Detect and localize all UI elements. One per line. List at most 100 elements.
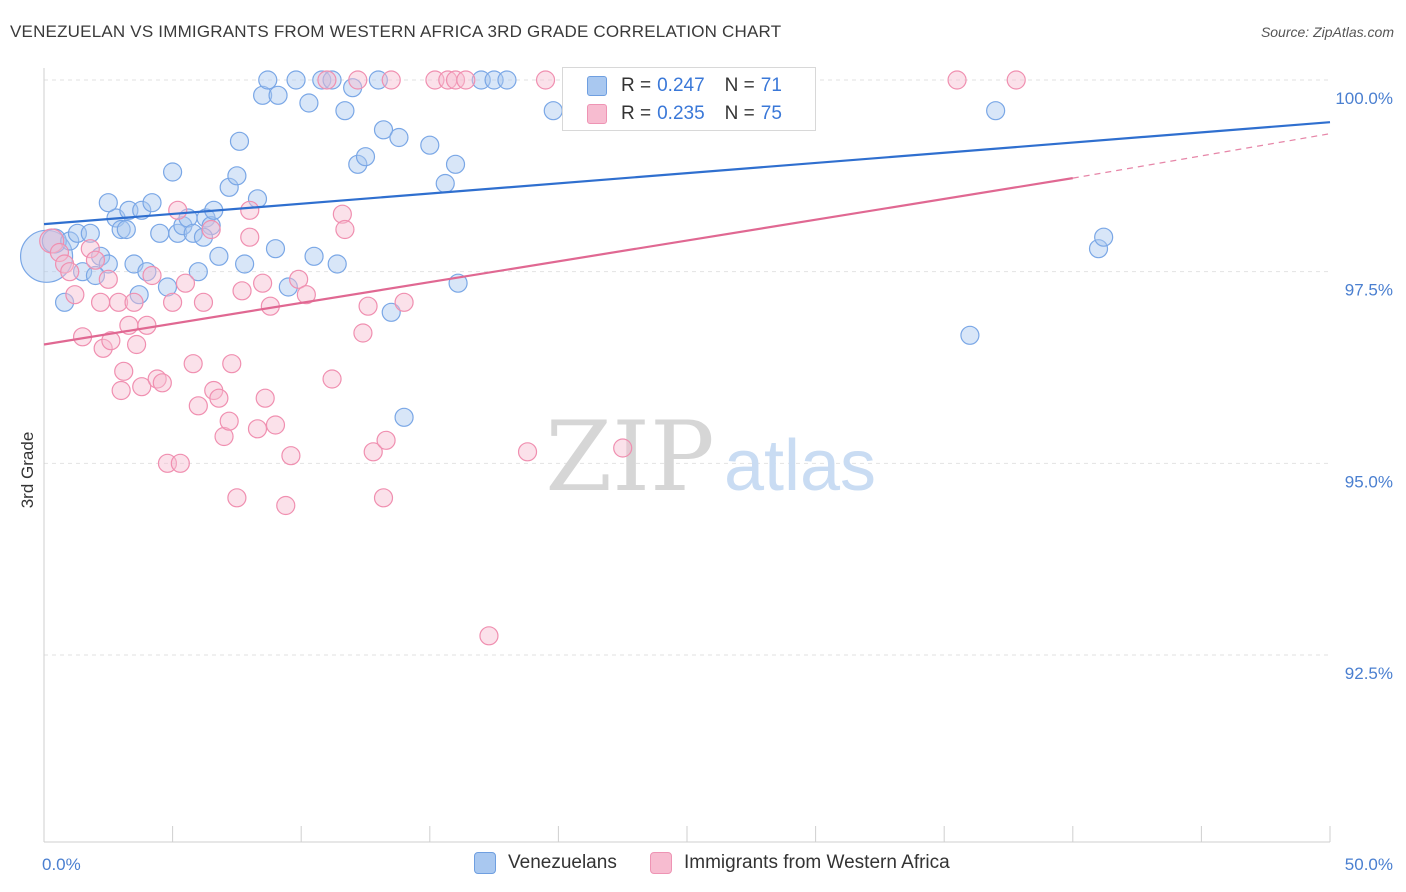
venezuelan-point — [327, 254, 347, 274]
venezuelan-point — [253, 85, 273, 105]
points-layer — [19, 70, 1114, 646]
legend-swatch-venezuelans — [587, 76, 607, 96]
venezuelan-point — [219, 177, 239, 197]
western-africa-point — [232, 281, 252, 301]
western-africa-point — [376, 430, 396, 450]
venezuelan-point — [268, 85, 288, 105]
western-africa-point — [108, 292, 129, 312]
venezuelan-point — [312, 70, 332, 90]
western-africa-point — [247, 419, 268, 439]
western-africa-point — [289, 269, 309, 289]
venezuelan-point — [227, 166, 247, 186]
western-africa-point — [265, 415, 286, 435]
western-africa-point — [175, 273, 196, 293]
bottom-legend-swatch-venezuelans — [474, 852, 496, 874]
venezuelan-point — [98, 193, 118, 213]
western-africa-point — [101, 331, 121, 351]
venezuelan-point — [157, 277, 178, 297]
western-africa-point — [479, 626, 499, 646]
venezuelan-point — [85, 265, 106, 286]
labels-layer: 100.0% 97.5% 95.0% 92.5% 0.0% 50.0% — [42, 89, 1393, 874]
legend-n-key: N = — [724, 103, 755, 124]
venezuelan-point — [394, 407, 414, 427]
western-africa-point — [142, 265, 162, 286]
venezuelan-point — [348, 154, 368, 174]
venezuelan-point — [90, 246, 111, 266]
western-africa-point — [253, 273, 273, 293]
venezuelan-point — [116, 219, 136, 240]
venezuelan-point — [299, 93, 319, 113]
western-africa-point — [348, 70, 368, 90]
western-africa-point — [170, 453, 190, 473]
venezuelan-point — [960, 325, 980, 345]
venezuelan-point — [278, 277, 298, 297]
western-africa-point — [111, 380, 131, 401]
venezuelan-point — [137, 262, 157, 282]
western-africa-point — [227, 488, 247, 508]
western-africa-point — [363, 442, 383, 462]
watermark-atlas: atlas — [724, 426, 876, 506]
y-tick-label: 92.5% — [1345, 664, 1393, 683]
venezuelan-point — [420, 135, 440, 155]
watermark: ZIP atlas — [545, 401, 876, 513]
western-africa-point — [219, 411, 239, 431]
venezuelan-point — [111, 219, 131, 240]
venezuelan-point — [389, 127, 409, 148]
western-africa-point — [373, 488, 394, 508]
western-africa-point — [93, 338, 113, 358]
western-africa-point — [358, 296, 378, 316]
western-africa-point — [65, 285, 85, 305]
legend-r-value: 0.247 — [657, 75, 705, 96]
bottom-legend-label-venezuelans: Venezuelans — [508, 852, 617, 873]
western-africa-point — [60, 262, 80, 282]
western-africa-point — [1006, 70, 1026, 90]
legend-row-western-africa: R = 0.235 N = 75 — [587, 102, 782, 126]
bottom-legend-venezuelans: Venezuelans — [474, 852, 617, 874]
venezuelan-point — [183, 223, 203, 243]
western-africa-point — [168, 200, 188, 220]
venezuelan-point — [209, 246, 229, 266]
legend-n-value: 75 — [760, 103, 782, 124]
venezuelan-point — [497, 70, 517, 90]
western-africa-point — [98, 269, 118, 289]
venezuelan-point — [543, 101, 563, 121]
venezuelan-point — [235, 254, 255, 274]
western-africa-point — [90, 292, 111, 312]
western-africa-point — [80, 239, 100, 259]
chart-title: VENEZUELAN VS IMMIGRANTS FROM WESTERN AF… — [10, 22, 782, 41]
bottom-legend-swatch-western-africa — [650, 852, 672, 874]
western-africa-point — [535, 70, 556, 90]
x-tick-label: 0.0% — [42, 855, 81, 874]
correlation-legend: R = 0.247 N = 71 R = 0.235 N = 75 — [562, 67, 816, 131]
western-africa-point — [209, 388, 229, 408]
western-africa-point — [335, 219, 355, 240]
venezuelan-point — [188, 262, 208, 282]
venezuelan-point — [1094, 227, 1114, 247]
venezuelan-point — [229, 131, 250, 151]
western-africa-point — [49, 242, 70, 263]
legend-n-value: 71 — [760, 75, 782, 96]
western-africa-trend-line — [43, 177, 1073, 346]
western-africa-point — [214, 426, 234, 447]
western-africa-point — [517, 442, 538, 462]
legend-n-key: N = — [724, 75, 755, 96]
legend-row-venezuelans: R = 0.247 N = 71 — [587, 74, 782, 98]
western-africa-point — [296, 285, 316, 305]
axis-layer — [43, 68, 1331, 843]
venezuelan-point — [258, 70, 278, 90]
western-africa-point — [188, 396, 208, 416]
venezuelan-point — [193, 227, 214, 247]
venezuelan-point — [142, 193, 162, 213]
venezuelan-point — [1088, 239, 1109, 259]
western-africa-point — [613, 438, 633, 458]
western-africa-point — [947, 70, 967, 90]
western-africa-point — [276, 495, 296, 516]
western-africa-point — [193, 292, 214, 312]
western-africa-point — [124, 292, 144, 312]
venezuelan-point — [286, 70, 306, 90]
western-africa-point — [353, 323, 373, 343]
western-africa-point — [183, 354, 203, 374]
venezuelan-point — [265, 239, 286, 259]
western-africa-point — [137, 315, 157, 335]
